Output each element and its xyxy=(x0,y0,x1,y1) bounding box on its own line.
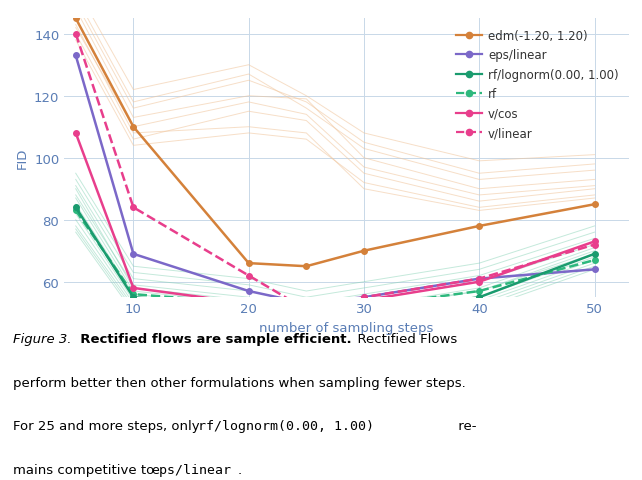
Text: .: . xyxy=(238,463,242,476)
Text: eps/linear: eps/linear xyxy=(151,463,231,476)
Y-axis label: FID: FID xyxy=(15,148,28,169)
Text: mains competitive to: mains competitive to xyxy=(13,463,159,476)
Text: For 25 and more steps, only: For 25 and more steps, only xyxy=(13,420,204,432)
Text: rf/lognorm(0.00, 1.00): rf/lognorm(0.00, 1.00) xyxy=(198,420,374,432)
Legend: edm(-1.20, 1.20), eps/linear, rf/lognorm(0.00, 1.00), rf, v/cos, v/linear: edm(-1.20, 1.20), eps/linear, rf/lognorm… xyxy=(451,25,623,145)
Text: Rectified flows are sample efficient.: Rectified flows are sample efficient. xyxy=(71,332,352,345)
X-axis label: number of sampling steps: number of sampling steps xyxy=(259,321,434,334)
Text: Figure 3.: Figure 3. xyxy=(13,332,71,345)
Text: re-: re- xyxy=(453,420,476,432)
Text: perform better then other formulations when sampling fewer steps.: perform better then other formulations w… xyxy=(13,376,465,389)
Text: Rectified Flows: Rectified Flows xyxy=(349,332,457,345)
